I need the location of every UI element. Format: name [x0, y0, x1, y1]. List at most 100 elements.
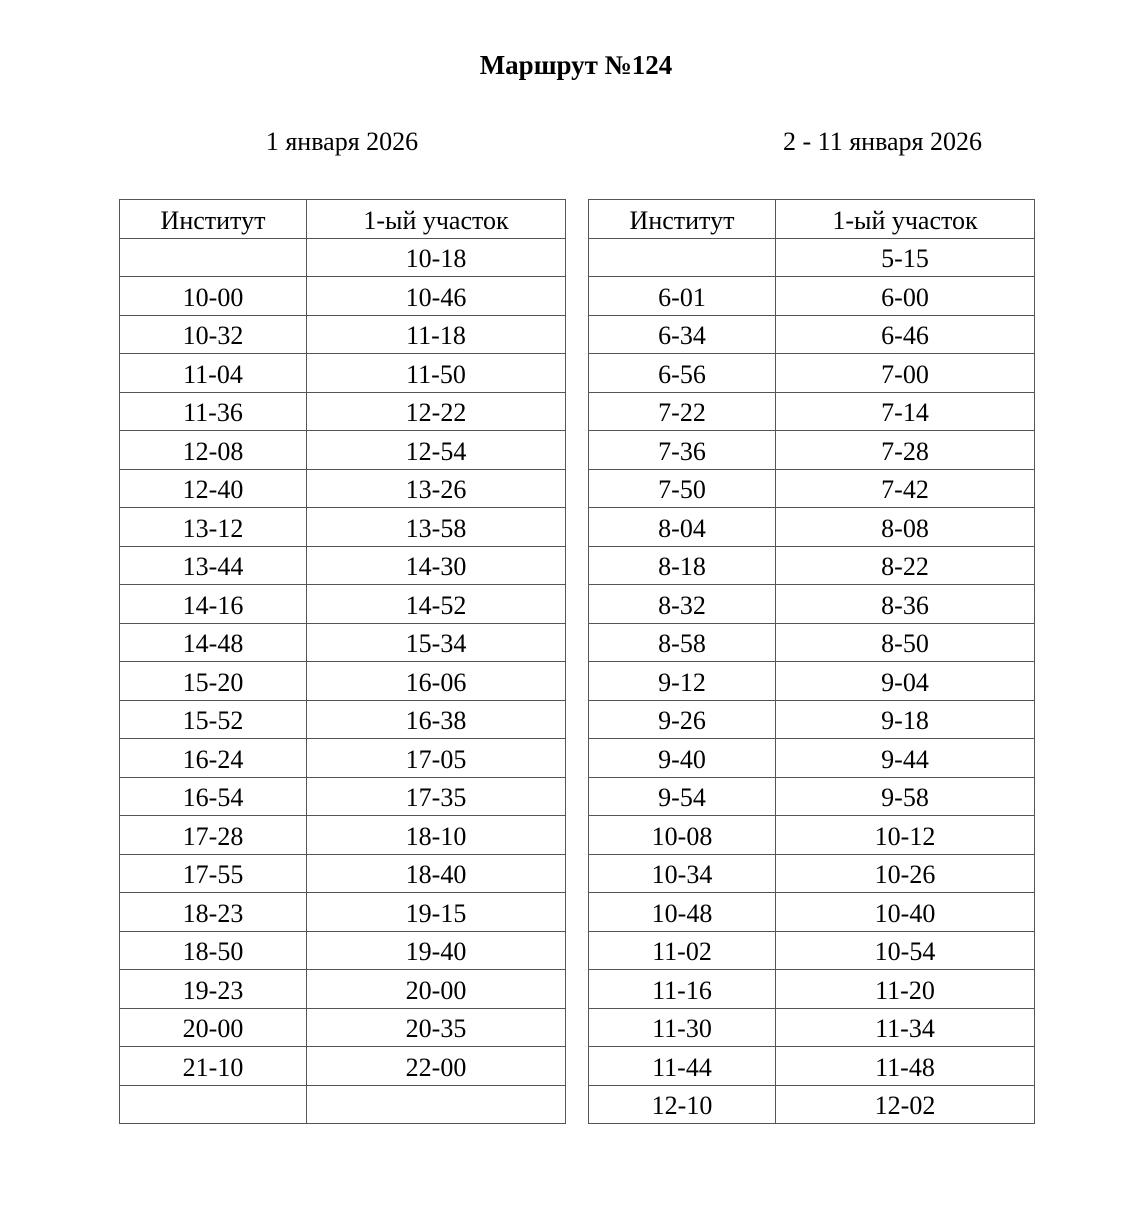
section-1-time: 8-36: [775, 584, 1035, 624]
table-row: 16-24 17-05: [119, 738, 566, 778]
institute-time: 8-58: [588, 622, 776, 662]
section-1-time: 13-26: [306, 468, 566, 508]
section-1-time: 10-12: [775, 815, 1035, 855]
section-1-time: 12-02: [775, 1084, 1035, 1124]
section-1-time: 16-38: [306, 699, 566, 739]
section-1-time: 8-08: [775, 507, 1035, 547]
table-row: 6-34 6-46: [588, 314, 1035, 354]
table-row: 13-12 13-58: [119, 507, 566, 547]
table-row: 6-01 6-00: [588, 276, 1035, 316]
section-1-time: 5-15: [775, 237, 1035, 277]
table-row: 13-44 14-30: [119, 545, 566, 585]
table-row: 7-50 7-42: [588, 468, 1035, 508]
section-1-time: 9-58: [775, 776, 1035, 816]
table-1-date: 1 января 2026: [265, 127, 419, 156]
table-row: 11-30 11-34: [588, 1007, 1035, 1047]
table-row: 14-16 14-52: [119, 584, 566, 624]
table-row: 7-22 7-14: [588, 391, 1035, 431]
header-section-1: 1-ый участок: [775, 199, 1035, 239]
institute-time: 15-20: [119, 661, 307, 701]
header-institute: Институт: [588, 199, 776, 239]
institute-time: 10-08: [588, 815, 776, 855]
institute-time: 7-22: [588, 391, 776, 431]
section-1-time: 19-15: [306, 892, 566, 932]
table-row: 18-23 19-15: [119, 892, 566, 932]
institute-time: 11-44: [588, 1046, 776, 1086]
section-1-time: 20-35: [306, 1007, 566, 1047]
institute-time: 9-12: [588, 661, 776, 701]
institute-time: [588, 237, 776, 277]
table-row: 10-32 11-18: [119, 314, 566, 354]
section-1-time: [306, 1084, 566, 1124]
institute-time: 12-40: [119, 468, 307, 508]
table-row: 10-48 10-40: [588, 892, 1035, 932]
section-1-time: 17-05: [306, 738, 566, 778]
institute-time: 10-32: [119, 314, 307, 354]
section-1-time: 11-50: [306, 353, 566, 393]
section-1-time: 10-46: [306, 276, 566, 316]
institute-time: 11-36: [119, 391, 307, 431]
institute-time: 16-54: [119, 776, 307, 816]
institute-time: 17-55: [119, 853, 307, 893]
section-1-time: 18-40: [306, 853, 566, 893]
institute-time: 18-50: [119, 930, 307, 970]
institute-time: 6-01: [588, 276, 776, 316]
institute-time: 7-50: [588, 468, 776, 508]
header-row: Институт 1-ый участок: [588, 199, 1035, 239]
table-row: 17-28 18-10: [119, 815, 566, 855]
schedule-table-jan-2-11: Институт 1-ый участок 5-15 6-01 6-00 6-34 6-46…: [588, 199, 1035, 1124]
table-row: 12-08 12-54: [119, 430, 566, 470]
section-1-time: 13-58: [306, 507, 566, 547]
section-1-time: 14-30: [306, 545, 566, 585]
table-row: 15-52 16-38: [119, 699, 566, 739]
table-row: [119, 1084, 566, 1124]
table-row: 18-50 19-40: [119, 930, 566, 970]
section-1-time: 11-48: [775, 1046, 1035, 1086]
section-1-time: 11-20: [775, 969, 1035, 1009]
table-row: 10-34 10-26: [588, 853, 1035, 893]
institute-time: 8-18: [588, 545, 776, 585]
institute-time: 12-08: [119, 430, 307, 470]
table-row: 8-04 8-08: [588, 507, 1035, 547]
section-1-time: 19-40: [306, 930, 566, 970]
section-1-time: 10-54: [775, 930, 1035, 970]
section-1-time: 16-06: [306, 661, 566, 701]
section-1-time: 7-28: [775, 430, 1035, 470]
section-1-time: 8-50: [775, 622, 1035, 662]
section-1-time: 12-54: [306, 430, 566, 470]
section-1-time: 7-00: [775, 353, 1035, 393]
institute-time: 10-34: [588, 853, 776, 893]
table-row: 10-00 10-46: [119, 276, 566, 316]
institute-time: [119, 1084, 307, 1124]
institute-time: 8-04: [588, 507, 776, 547]
institute-time: 8-32: [588, 584, 776, 624]
institute-time: 16-24: [119, 738, 307, 778]
table-row: 9-12 9-04: [588, 661, 1035, 701]
table-row: 14-48 15-34: [119, 622, 566, 662]
institute-time: 9-26: [588, 699, 776, 739]
section-1-time: 9-04: [775, 661, 1035, 701]
header-section-1: 1-ый участок: [306, 199, 566, 239]
table-row: 19-23 20-00: [119, 969, 566, 1009]
table-2-date: 2 - 11 января 2026: [783, 127, 982, 156]
table-row: 11-02 10-54: [588, 930, 1035, 970]
section-1-time: 7-42: [775, 468, 1035, 508]
section-1-time: 6-00: [775, 276, 1035, 316]
section-1-time: 6-46: [775, 314, 1035, 354]
table-row: 8-18 8-22: [588, 545, 1035, 585]
institute-time: 11-04: [119, 353, 307, 393]
institute-time: 7-36: [588, 430, 776, 470]
institute-time: 15-52: [119, 699, 307, 739]
institute-time: 6-34: [588, 314, 776, 354]
institute-time: 19-23: [119, 969, 307, 1009]
section-1-time: 7-14: [775, 391, 1035, 431]
table-row: 11-36 12-22: [119, 391, 566, 431]
table-row: 10-18: [119, 237, 566, 277]
table-row: 10-08 10-12: [588, 815, 1035, 855]
institute-time: 9-54: [588, 776, 776, 816]
section-1-time: 10-26: [775, 853, 1035, 893]
institute-time: 12-10: [588, 1084, 776, 1124]
institute-time: 11-02: [588, 930, 776, 970]
institute-time: 13-44: [119, 545, 307, 585]
institute-time: 10-48: [588, 892, 776, 932]
